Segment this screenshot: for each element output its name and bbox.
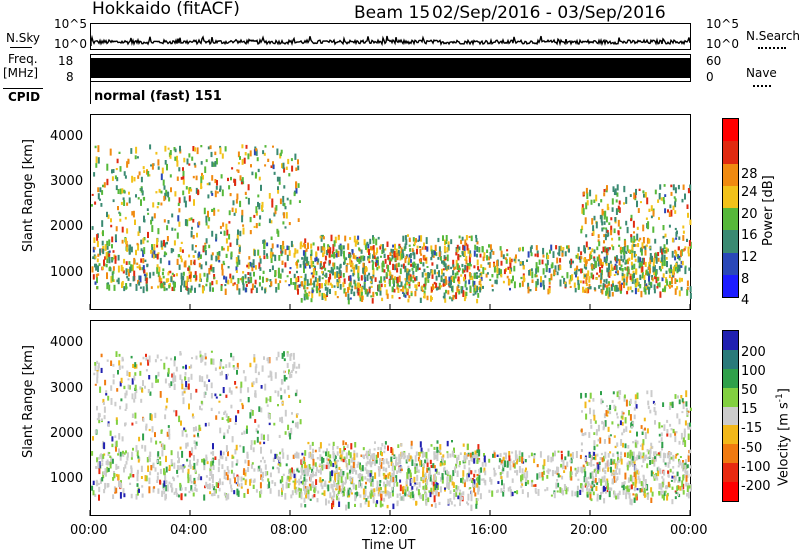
power-colorbar-swatch — [723, 119, 738, 142]
power-colorbar-swatch — [723, 274, 738, 297]
velocity-ytick-4000: 4000 — [50, 335, 84, 350]
noise-search-label: N.Search — [746, 29, 800, 43]
velocity-ytick-2000: 2000 — [50, 426, 84, 441]
velocity-cb-tick-100: 100 — [741, 364, 766, 379]
xtick-3: 12:00 — [370, 523, 408, 538]
velocity-ytick-1000: 1000 — [50, 471, 84, 486]
xtick-1: 04:00 — [170, 523, 208, 538]
xtick-6: 00:00 — [670, 523, 708, 538]
noise-search-legend-line — [758, 47, 786, 49]
power-ytick-2000: 2000 — [50, 219, 84, 234]
freq-left-tick-high: 18 — [58, 54, 74, 68]
power-colorbar-swatch — [723, 185, 738, 208]
power-scatter — [91, 144, 692, 305]
noise-sky-label: N.Sky — [6, 31, 41, 45]
power-ytick-3000: 3000 — [50, 174, 84, 189]
power-cb-tick-28: 28 — [741, 167, 758, 182]
cpid-bar — [90, 82, 91, 104]
noise-right-tick-low: 10^0 — [706, 37, 739, 51]
freq-left-tick-low: 8 — [66, 70, 74, 84]
freq-label-2: [MHz] — [3, 66, 39, 80]
freq-right-tick-high: 60 — [706, 54, 722, 68]
xtick-5: 20:00 — [570, 523, 608, 538]
velocity-colorbar-swatch — [723, 406, 738, 426]
power-colorbar-swatch — [723, 252, 738, 275]
velocity-cb-tick-neg15: -15 — [741, 421, 763, 436]
date-range: 02/Sep/2016 - 03/Sep/2016 — [432, 3, 666, 23]
velocity-cb-tick-neg200: -200 — [741, 479, 771, 494]
velocity-colorbar-swatch — [723, 368, 738, 388]
power-ytick-1000: 1000 — [50, 265, 84, 280]
noise-left-tick-low: 10^0 — [54, 37, 87, 51]
power-colorbar-swatch — [723, 141, 738, 164]
velocity-colorbar — [722, 330, 739, 502]
power-colorbar-swatch — [723, 230, 738, 253]
power-cb-tick-16: 16 — [741, 228, 758, 243]
xtick-0: 00:00 — [70, 523, 108, 538]
velocity-cb-tick-15: 15 — [741, 402, 758, 417]
velocity-cb-tick-neg50: -50 — [741, 441, 763, 456]
noise-trace — [90, 34, 691, 47]
nave-label: Nave — [746, 66, 777, 80]
nave-legend-line — [753, 85, 771, 87]
velocity-colorbar-swatch — [723, 482, 738, 502]
power-colorbar — [722, 118, 739, 298]
noise-left-tick-high: 10^5 — [54, 17, 87, 31]
velocity-colorbar-swatch — [723, 387, 738, 407]
power-colorbar-swatch — [723, 163, 738, 186]
power-colorbar-swatch — [723, 208, 738, 231]
power-cb-tick-8: 8 — [741, 272, 750, 287]
velocity-colorbar-swatch — [723, 331, 738, 350]
freq-right-tick-low: 0 — [706, 70, 714, 84]
freq-panel — [90, 54, 691, 82]
power-cb-tick-12: 12 — [741, 250, 758, 265]
freq-band — [91, 58, 690, 78]
velocity-colorbar-swatch — [723, 463, 738, 483]
power-cb-tick-24: 24 — [741, 185, 758, 200]
noise-panel — [90, 23, 691, 50]
power-cb-tick-20: 20 — [741, 207, 758, 222]
velocity-cb-tick-neg100: -100 — [741, 460, 771, 475]
beam-label: Beam 15 — [354, 3, 431, 23]
velocity-colorbar-swatch — [723, 444, 738, 464]
velocity-scatter — [91, 350, 692, 512]
power-cb-tick-4: 4 — [741, 293, 750, 308]
velocity-ytick-3000: 3000 — [50, 381, 84, 396]
station-title: Hokkaido (fitACF) — [92, 0, 240, 19]
cpid-label: CPID — [8, 90, 41, 104]
xtick-4: 16:00 — [470, 523, 508, 538]
xtick-2: 08:00 — [270, 523, 308, 538]
freq-label-1: Freq. — [8, 52, 38, 66]
velocity-colorbar-swatch — [723, 425, 738, 445]
velocity-cb-tick-50: 50 — [741, 383, 758, 398]
power-ytick-4000: 4000 — [50, 129, 84, 144]
cpid-rule — [3, 88, 43, 89]
velocity-colorbar-swatch — [723, 349, 738, 369]
noise-sky-underline — [10, 47, 32, 48]
velocity-cb-tick-200: 200 — [741, 345, 766, 360]
xaxis-label: Time UT — [362, 538, 416, 553]
cpid-value: normal (fast) 151 — [94, 89, 222, 104]
noise-right-tick-high: 10^5 — [706, 17, 739, 31]
